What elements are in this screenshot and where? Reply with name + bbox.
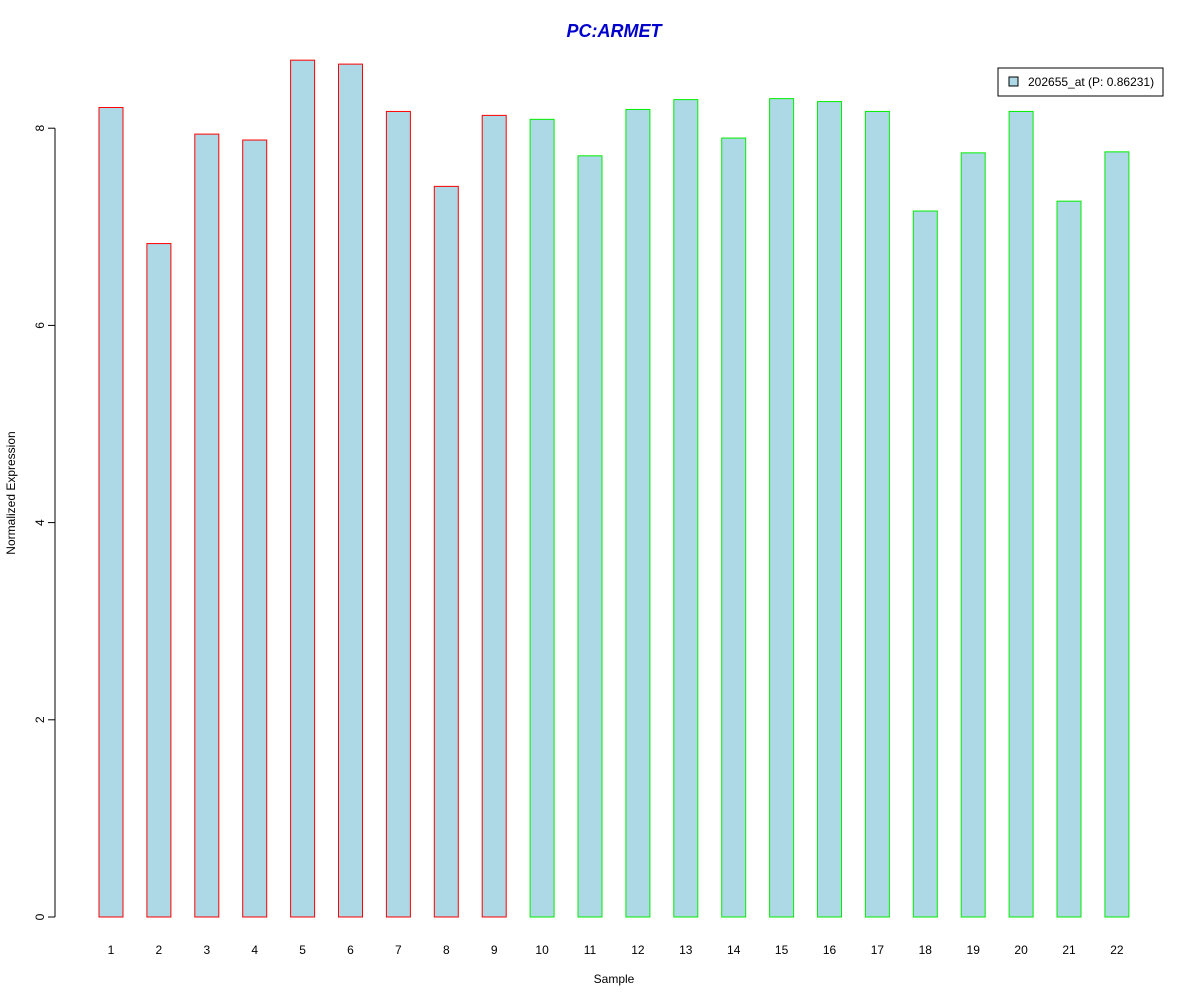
bar-sample-18	[912, 210, 938, 918]
x-tick-label: 12	[631, 943, 645, 957]
bar-sample-1	[98, 106, 124, 918]
x-tick-label: 9	[491, 943, 498, 957]
x-tick-labels: 1 2 3 4 5 6 7 8 9 10 11 12 13 14 15 16 17 18 19 20 21 22	[108, 943, 1124, 957]
x-tick-label: 18	[919, 943, 933, 957]
x-tick-label: 16	[823, 943, 837, 957]
bar-sample-7	[385, 110, 411, 918]
x-tick-label: 19	[967, 943, 981, 957]
bar-sample-5	[290, 59, 316, 918]
y-axis-title: Normalized Expression	[4, 431, 18, 554]
y-axis: 0 2 4 6 8	[33, 125, 56, 920]
x-tick-label: 10	[535, 943, 549, 957]
x-tick-label: 5	[299, 943, 306, 957]
x-tick-label: 7	[395, 943, 402, 957]
y-tick-label: 6	[33, 322, 47, 329]
legend-swatch	[1008, 76, 1019, 87]
legend-label: 202655_at (P: 0.86231)	[1028, 75, 1154, 89]
bar-sample-17	[864, 110, 890, 918]
bar-sample-20	[1008, 110, 1034, 918]
x-tick-label: 17	[871, 943, 885, 957]
x-tick-label: 2	[156, 943, 163, 957]
y-tick-label: 0	[33, 913, 47, 920]
x-tick-label: 21	[1062, 943, 1076, 957]
y-tick-label: 2	[33, 716, 47, 723]
bar-sample-22	[1104, 151, 1130, 918]
bar-sample-15	[769, 98, 795, 918]
bar-sample-10	[529, 118, 555, 918]
bar-sample-8	[433, 185, 459, 918]
chart-title: PC:ARMET	[567, 21, 664, 41]
x-tick-label: 20	[1014, 943, 1028, 957]
bar-sample-3	[194, 133, 220, 918]
bar-sample-14	[721, 137, 747, 918]
legend-box	[997, 67, 1164, 97]
y-tick-label: 8	[33, 125, 47, 132]
bar-sample-16	[817, 101, 842, 918]
bar-sample-4	[242, 139, 268, 918]
x-axis-title: Sample	[594, 972, 635, 986]
x-tick-label: 1	[108, 943, 115, 957]
x-tick-label: 8	[443, 943, 450, 957]
x-tick-label: 22	[1110, 943, 1124, 957]
bar-sample-2	[146, 243, 172, 918]
bar-sample-19	[960, 152, 986, 918]
x-tick-label: 11	[584, 943, 597, 957]
x-tick-label: 15	[775, 943, 789, 957]
bar-sample-11	[577, 155, 603, 918]
bar-sample-9	[481, 114, 507, 918]
x-tick-label: 13	[679, 943, 693, 957]
bar-sample-12	[625, 108, 651, 918]
x-tick-label: 4	[251, 943, 258, 957]
y-tick-label: 4	[33, 519, 47, 526]
x-tick-label: 3	[203, 943, 210, 957]
bar-group	[98, 59, 1130, 918]
legend: 202655_at (P: 0.86231)	[997, 67, 1164, 97]
x-tick-label: 6	[347, 943, 354, 957]
x-tick-label: 14	[727, 943, 741, 957]
bar-sample-21	[1056, 200, 1082, 918]
bar-sample-6	[338, 63, 363, 918]
bar-sample-13	[673, 99, 699, 918]
